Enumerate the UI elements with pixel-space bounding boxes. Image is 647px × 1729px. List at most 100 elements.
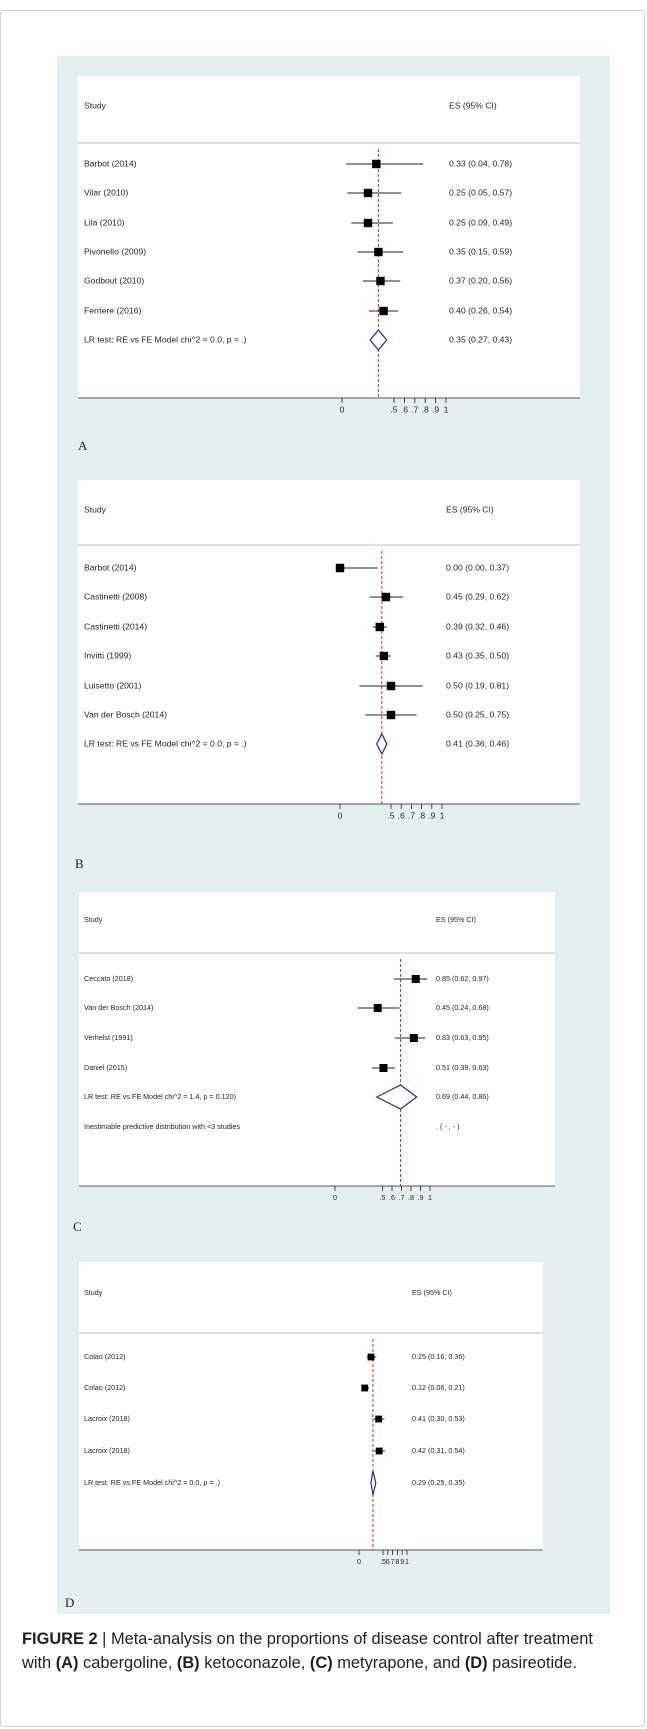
effect-square [367, 1353, 375, 1361]
study-es-ci: 0.39 (0.32, 0.46) [446, 621, 509, 631]
axis-tick-label: .6 [401, 404, 408, 414]
study-label: Lacroix (2018) [84, 1414, 130, 1423]
caption-label: FIGURE 2 [22, 1630, 98, 1648]
axis-tick-label: 0 [357, 1557, 361, 1566]
study-label: Daniel (2015) [84, 1063, 127, 1072]
pooled-es-ci: 0.29 (0.25, 0.35) [412, 1478, 465, 1487]
study-es-ci: 0.85 (0.62, 0.97) [436, 974, 489, 983]
plot-panel [78, 76, 580, 398]
caption-ref-c: (C) [309, 1654, 333, 1672]
study-es-ci: 0.00 (0.00, 0.37) [446, 562, 509, 572]
study-label: Invitti (1999) [84, 650, 131, 660]
axis-tick-label: 9 [400, 1557, 404, 1566]
study-es-ci: 0.35 (0.15, 0.59) [449, 246, 512, 256]
axis-tick-label: .7 [399, 1193, 405, 1202]
figure-caption: FIGURE 2 | Meta-analysis on the proporti… [22, 1627, 622, 1675]
study-label: Van der Bosch (2014) [84, 709, 167, 719]
effect-square [379, 306, 388, 316]
study-label: Ceccato (2018) [84, 974, 133, 983]
caption-separator: | [97, 1630, 111, 1648]
axis-tick-label: .8 [422, 404, 429, 414]
study-es-ci: 0.42 (0.31, 0.54) [412, 1446, 465, 1455]
pooled-es-ci: 0.69 (0.44, 0.86) [436, 1092, 489, 1101]
effect-square [381, 592, 391, 602]
plot-panel [79, 1262, 543, 1550]
study-label: Lacroix (2018) [84, 1446, 130, 1455]
caption-ref-b: (B) [176, 1654, 200, 1672]
axis-tick-label: 7 [391, 1557, 395, 1566]
effect-square [379, 1064, 388, 1072]
study-es-ci: 0.51 (0.39, 0.63) [436, 1063, 489, 1072]
axis-tick-label: .8 [408, 1193, 414, 1202]
caption-text-a: cabergoline, [78, 1654, 177, 1672]
panel-letter-d: D [65, 1595, 75, 1610]
study-label: Pivonello (2009) [84, 246, 146, 256]
study-es-ci: 0.45 (0.24, 0.68) [436, 1003, 489, 1012]
study-label: Lila (2010) [84, 217, 125, 227]
header-es: ES (95% CI) [436, 915, 476, 924]
study-label: Colao (2012) [84, 1352, 126, 1361]
effect-square [375, 1415, 383, 1423]
axis-tick-label: .9 [432, 404, 439, 414]
caption-text-c: metyrapone, and [332, 1654, 465, 1672]
study-label: Barbot (2014) [84, 562, 137, 572]
study-es-ci: 0.50 (0.19, 0.81) [446, 680, 509, 690]
effect-square [379, 651, 389, 661]
study-es-ci: 0.50 (0.25, 0.75) [446, 709, 509, 719]
caption-text-d: pasireotide. [487, 1654, 577, 1672]
axis-tick-label: .5 [380, 1193, 386, 1202]
effect-square [372, 159, 381, 169]
caption-ref-a: (A) [55, 1654, 79, 1672]
header-study: Study [84, 915, 103, 924]
axis-tick-label: 0 [340, 404, 345, 414]
plot-panel [78, 480, 580, 804]
effect-square [363, 218, 373, 228]
study-label: Van der Bosch (2014) [84, 1003, 153, 1012]
header-study: Study [84, 100, 107, 110]
effect-square [375, 1447, 383, 1455]
axis-tick-label: 0 [333, 1193, 337, 1202]
study-es-ci: 0.37 (0.20, 0.56) [449, 275, 512, 285]
study-es-ci: 0.45 (0.29, 0.62) [446, 591, 509, 601]
panel-letter-b: B [75, 856, 84, 871]
header-es: ES (95% CI) [446, 504, 494, 514]
study-label: Godbout (2010) [84, 275, 144, 285]
axis-tick-label: 1 [405, 1557, 409, 1566]
caption-text-b: ketoconazole, [199, 1654, 310, 1672]
pooled-diamond [375, 1084, 418, 1110]
effect-square [361, 1384, 369, 1392]
study-label: Luisetto (2001) [84, 680, 141, 690]
pooled-diamond [376, 732, 388, 756]
header-es: ES (95% CI) [449, 100, 497, 110]
effect-square [373, 1004, 382, 1012]
study-label: Colao (2012) [84, 1383, 126, 1392]
header-study: Study [84, 504, 107, 514]
effect-square [409, 1034, 418, 1042]
study-es-ci: 0.33 (0.04, 0.78) [449, 158, 512, 168]
panel-letter-a: A [78, 438, 88, 453]
axis-tick-label: 1 [440, 810, 445, 820]
study-es-ci: 0.25 (0.09, 0.49) [449, 217, 512, 227]
caption-text-1: Meta-analysis on the proportions of dise… [22, 1630, 593, 1672]
pooled-es-ci: 0.35 (0.27, 0.43) [449, 334, 512, 344]
axis-tick-label: .8 [418, 810, 425, 820]
plot-panel [79, 892, 555, 1186]
axis-tick-label: 6 [386, 1557, 390, 1566]
axis-tick-label: 1 [444, 404, 449, 414]
panel-letter-c: C [73, 1219, 82, 1234]
extra-label: Inestimable predictive distribution with… [84, 1122, 240, 1131]
effect-square [386, 710, 396, 720]
effect-square [411, 975, 420, 983]
pooled-label: LR test: RE vs FE Model chi^2 = 1.4, p =… [84, 1092, 236, 1101]
study-label: Castinetti (2008) [84, 591, 147, 601]
header-study: Study [84, 1288, 103, 1297]
pooled-es-ci: 0.41 (0.36, 0.46) [446, 738, 509, 748]
caption-ref-d: (D) [464, 1654, 488, 1672]
axis-tick-label: .5 [390, 404, 397, 414]
axis-tick-label: .5 [387, 810, 394, 820]
axis-tick-label: 0 [338, 810, 343, 820]
